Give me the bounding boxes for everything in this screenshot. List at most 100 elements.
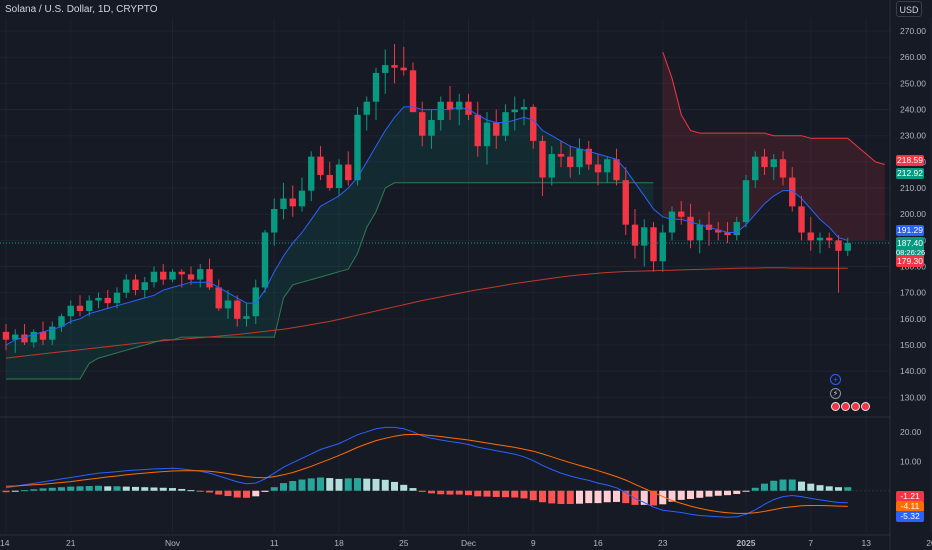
macd-histogram-bar — [779, 479, 787, 491]
candle-body — [668, 211, 676, 233]
macd-pane — [0, 426, 890, 518]
candle-body — [326, 174, 333, 189]
candle-body — [409, 70, 417, 113]
candle-body — [95, 297, 102, 301]
time-tick-label: 18 — [334, 538, 344, 548]
candle-body — [30, 331, 37, 343]
macd-histogram-bar — [529, 490, 537, 501]
chart-title: Solana / U.S. Dollar, 1D, CRYPTO — [5, 4, 158, 15]
candle-body — [826, 237, 833, 241]
macd-histogram-bar — [733, 490, 741, 494]
candle-body — [160, 271, 167, 280]
macd-histogram-bar — [317, 477, 324, 491]
macd-histogram-bar — [465, 490, 472, 496]
macd-histogram-bar — [30, 489, 38, 491]
candle-body — [12, 334, 19, 340]
macd-histogram-bar — [76, 486, 84, 491]
candle-body — [178, 271, 185, 275]
candle-body — [335, 164, 343, 189]
candle-body — [446, 101, 454, 110]
macd-histogram-bar — [150, 487, 158, 491]
candle-body — [21, 334, 28, 343]
macd-histogram-bar — [455, 490, 463, 495]
candle-body — [474, 114, 481, 147]
candle-body — [132, 279, 139, 291]
price-tick-label: 150.00 — [900, 340, 926, 350]
candle-body — [345, 164, 352, 181]
macd-histogram-bar — [141, 487, 149, 491]
macd-histogram-bar — [751, 487, 759, 491]
candle-body — [2, 331, 10, 340]
time-tick-label: 7 — [808, 538, 813, 548]
macd-histogram-bar — [298, 479, 306, 491]
price-tick-label: 240.00 — [900, 105, 926, 115]
candle-body — [280, 198, 287, 209]
macd-histogram-bar — [335, 478, 343, 491]
event-flags[interactable] — [831, 402, 870, 411]
price-tick-label: 270.00 — [900, 26, 926, 36]
macd-histogram-bar — [289, 481, 297, 491]
time-tick-label: 14 — [0, 538, 10, 548]
candle-body — [456, 101, 463, 110]
macd-histogram-bar — [104, 486, 112, 491]
time-axis: 14 21 Nov 11 18 25 Dec 9 16 23 2025 7 13 20 — [0, 538, 932, 548]
macd-histogram-bar — [835, 487, 842, 491]
candle-body — [67, 305, 74, 317]
candle-body — [631, 224, 639, 246]
macd-histogram-bar — [159, 487, 167, 491]
candle-body — [835, 240, 842, 251]
candle-body — [76, 305, 84, 311]
candle-body — [752, 156, 759, 181]
macd-histogram-bar — [714, 490, 722, 496]
macd-histogram-bar — [2, 490, 10, 493]
candle-body — [104, 297, 111, 304]
add-alert-icon[interactable]: + — [830, 374, 841, 385]
candle-body — [391, 65, 398, 68]
flag-icon[interactable] — [831, 402, 840, 411]
time-tick-label: Dec — [461, 538, 477, 548]
macd-line — [5, 426, 848, 518]
candle-body — [419, 112, 426, 136]
macd-histogram-bar — [67, 486, 75, 491]
bear-cloud-fill — [662, 52, 885, 241]
candle-body — [530, 106, 537, 141]
candle-body — [58, 316, 65, 327]
macd-histogram-bar — [206, 490, 213, 493]
candle-body — [520, 106, 528, 110]
candle-body — [141, 282, 148, 291]
lower-band-line — [6, 182, 654, 380]
candle-body — [150, 271, 158, 283]
candle-body — [298, 190, 306, 207]
macd-histogram-bar — [668, 490, 676, 502]
signal-line — [5, 433, 848, 514]
candle-body — [187, 274, 195, 280]
macd-histogram-bar — [400, 484, 408, 491]
macd-histogram-bar — [539, 490, 546, 503]
candle-body — [49, 326, 56, 340]
candle-body — [604, 159, 611, 173]
time-tick-label: 13 — [862, 538, 872, 548]
macd-histogram-bar — [418, 490, 426, 492]
flag-icon[interactable] — [851, 402, 860, 411]
flag-icon[interactable] — [861, 402, 870, 411]
countdown-timer: 08:26:26 — [896, 248, 926, 257]
candle-body — [594, 164, 602, 173]
macd-histogram-bar — [613, 490, 620, 502]
macd-histogram-bar — [21, 490, 28, 492]
macd-histogram-bar — [122, 486, 130, 491]
macd-signal-tag: -5.32 — [896, 511, 924, 522]
candle-body — [39, 331, 47, 340]
price-tick-label: 200.00 — [900, 209, 926, 219]
candle-body — [511, 109, 518, 113]
currency-button[interactable]: USD — [896, 1, 922, 17]
price-tick-label: 230.00 — [900, 131, 926, 141]
lightning-icon[interactable]: ⚡ — [830, 388, 841, 399]
flag-icon[interactable] — [841, 402, 850, 411]
macd-histogram-bar — [132, 486, 139, 491]
macd-histogram-bar — [196, 490, 204, 492]
price-tick-label: 160.00 — [900, 314, 926, 324]
candle-body — [493, 122, 500, 136]
price-tick-label: 210.00 — [900, 183, 926, 193]
macd-histogram-bar — [807, 483, 815, 491]
